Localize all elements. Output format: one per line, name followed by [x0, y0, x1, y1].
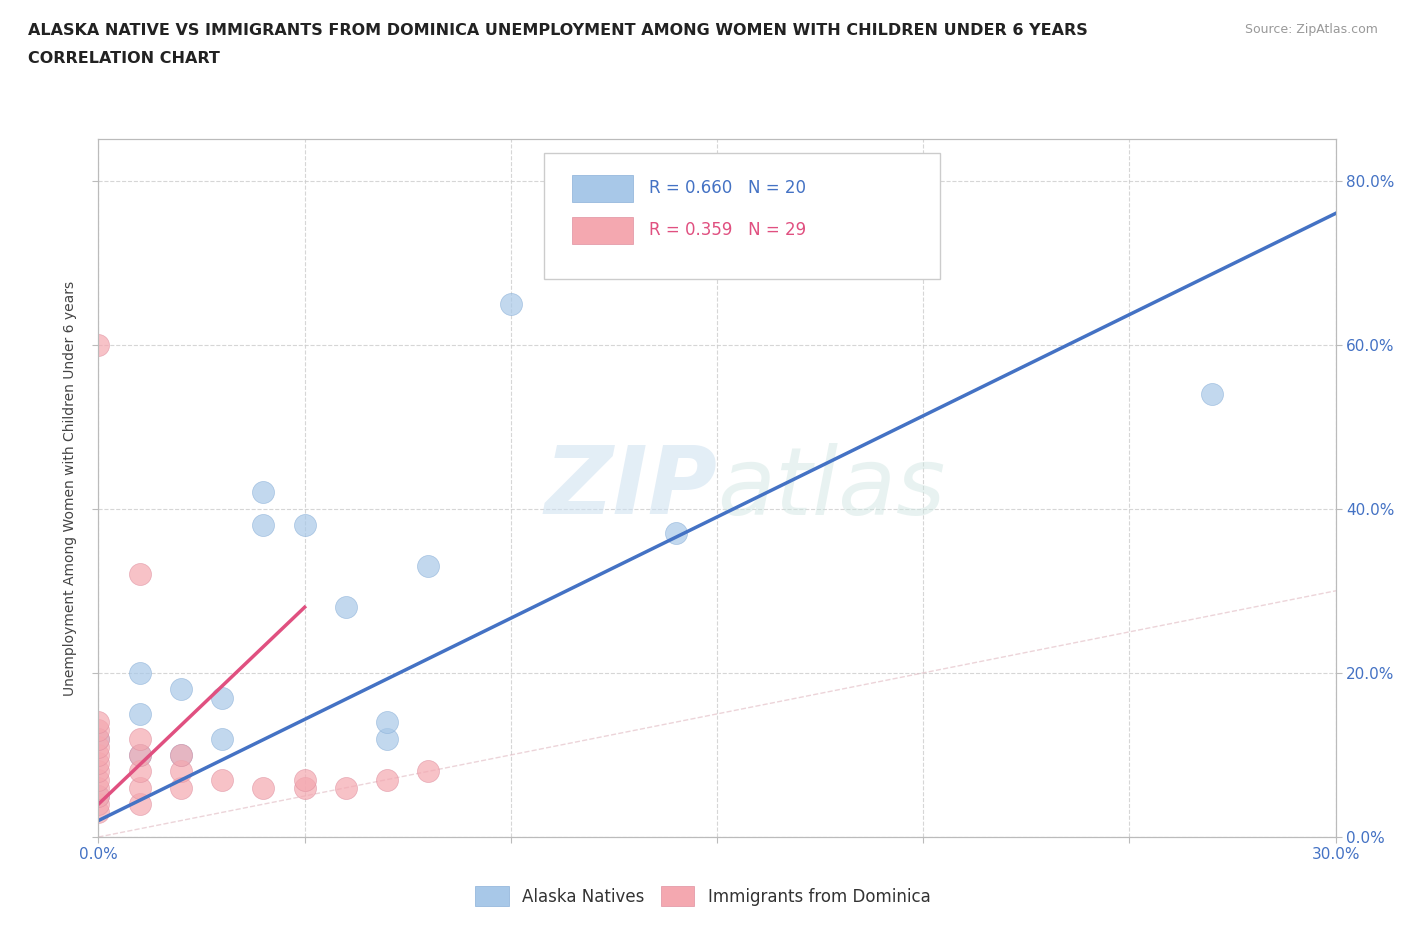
Point [87, 731, 110, 746]
Point [211, 772, 233, 787]
Point [87, 756, 110, 771]
Text: Source: ZipAtlas.com: Source: ZipAtlas.com [1244, 23, 1378, 36]
Point [170, 780, 193, 795]
Point [87, 797, 110, 812]
Point [128, 707, 150, 722]
Point [87, 714, 110, 729]
Point [499, 296, 522, 311]
Text: R = 0.660   N = 20: R = 0.660 N = 20 [650, 179, 806, 197]
Point [252, 518, 274, 533]
Point [294, 772, 316, 787]
Point [87, 739, 110, 754]
Point [294, 518, 316, 533]
Text: R = 0.359   N = 29: R = 0.359 N = 29 [650, 221, 806, 239]
Point [87, 789, 110, 804]
Point [87, 805, 110, 820]
FancyBboxPatch shape [572, 175, 633, 203]
FancyBboxPatch shape [572, 217, 633, 245]
Point [128, 731, 150, 746]
Text: CORRELATION CHART: CORRELATION CHART [28, 51, 219, 66]
Point [128, 797, 150, 812]
Point [170, 748, 193, 763]
Point [87, 764, 110, 778]
Point [252, 780, 274, 795]
Point [294, 780, 316, 795]
Legend: Alaska Natives, Immigrants from Dominica: Alaska Natives, Immigrants from Dominica [468, 880, 938, 912]
Point [87, 780, 110, 795]
Point [128, 764, 150, 778]
FancyBboxPatch shape [544, 153, 939, 279]
Point [170, 748, 193, 763]
Point [87, 723, 110, 737]
Point [87, 772, 110, 787]
Point [128, 567, 150, 582]
Point [418, 764, 440, 778]
Point [211, 731, 233, 746]
Point [128, 780, 150, 795]
Point [375, 772, 398, 787]
Point [252, 485, 274, 499]
Point [170, 682, 193, 697]
Point [87, 789, 110, 804]
Point [335, 600, 357, 615]
Point [87, 731, 110, 746]
Y-axis label: Unemployment Among Women with Children Under 6 years: Unemployment Among Women with Children U… [63, 281, 77, 696]
Point [128, 748, 150, 763]
Point [128, 748, 150, 763]
Point [375, 731, 398, 746]
Point [1201, 387, 1223, 402]
Point [375, 714, 398, 729]
Point [87, 748, 110, 763]
Point [665, 526, 688, 541]
Point [418, 559, 440, 574]
Text: atlas: atlas [717, 443, 945, 534]
Point [128, 666, 150, 681]
Text: ZIP: ZIP [544, 443, 717, 534]
Point [87, 338, 110, 352]
Point [170, 764, 193, 778]
Text: ALASKA NATIVE VS IMMIGRANTS FROM DOMINICA UNEMPLOYMENT AMONG WOMEN WITH CHILDREN: ALASKA NATIVE VS IMMIGRANTS FROM DOMINIC… [28, 23, 1088, 38]
Point [211, 690, 233, 705]
Point [335, 780, 357, 795]
